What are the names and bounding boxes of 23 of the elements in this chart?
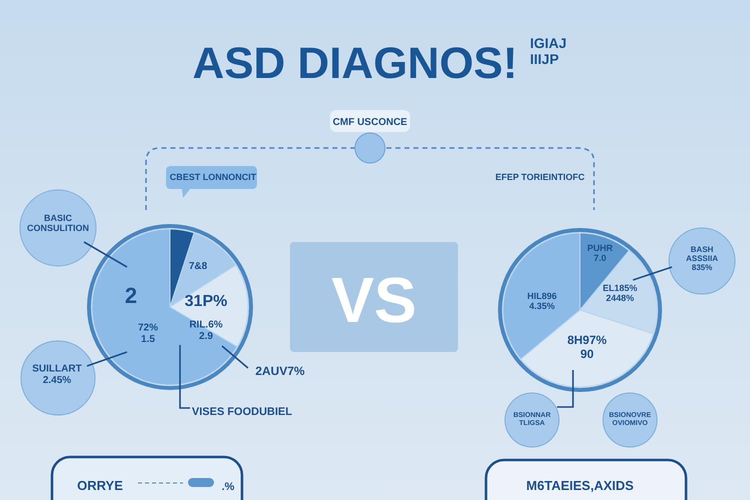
text: 31P% xyxy=(184,293,228,310)
text: BASIC CONSULITION xyxy=(27,213,89,234)
text: 2AUV7% xyxy=(255,364,306,378)
text: RIL.6% 2.9 xyxy=(189,318,223,342)
text: 7&8 xyxy=(188,260,208,272)
text: CMF USCONCE xyxy=(332,116,408,128)
text: ASD DIAGNOS! xyxy=(192,39,518,88)
text: EL185% 2448% xyxy=(602,283,638,304)
text: 8H97% 90 xyxy=(567,333,608,362)
text: ORRYE xyxy=(77,478,124,494)
text: 2 xyxy=(124,282,138,308)
chart-subtitle: IGIAJ IIIJP xyxy=(530,35,567,67)
text: PUHR 7.0 xyxy=(587,243,614,264)
text: M6TAEIES,AXIDS xyxy=(526,478,634,494)
text: .% xyxy=(222,480,235,493)
text: CBEST LONNONCIT xyxy=(170,172,257,182)
text: VS xyxy=(331,264,417,336)
text: EFEP TORIEINTIOFC xyxy=(495,172,586,182)
text: 72% 1.5 xyxy=(138,322,158,344)
text: HIL896 4.35% xyxy=(527,291,557,312)
text: VISES FOODUBIEL xyxy=(192,406,292,418)
text: SUILLART 2.45% xyxy=(32,362,82,386)
text: BASH ASSSIIA 835% xyxy=(686,244,718,272)
